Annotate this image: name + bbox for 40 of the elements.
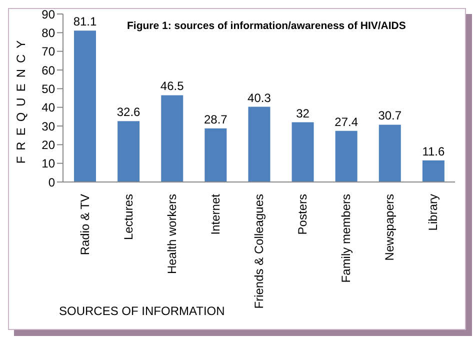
x-tick-label: Lectures: [121, 194, 136, 240]
x-tick-label: Friends & Colleagues: [252, 194, 266, 309]
data-label: 46.5: [160, 79, 184, 94]
x-tick-label: Internet: [208, 193, 222, 235]
bar: [161, 95, 184, 182]
x-tick-label: Radio & TV: [78, 194, 92, 256]
x-axis-title: SOURCES OF INFORMATION: [59, 304, 225, 318]
y-tick-label: 80: [42, 26, 56, 40]
y-tick-label: 90: [42, 7, 56, 22]
data-label: 30.7: [378, 108, 402, 123]
data-label: 32.6: [116, 105, 141, 120]
y-tick-label: 40: [42, 100, 56, 115]
bar: [74, 30, 96, 182]
bar: [248, 106, 270, 182]
x-tick-label: Library: [426, 194, 440, 231]
data-label: 28.7: [204, 112, 228, 126]
x-tick-label: Family members: [339, 194, 354, 283]
y-tick-label: 70: [42, 44, 56, 59]
y-tick-label: 30: [42, 119, 56, 134]
x-tick-label: Newspapers: [382, 194, 397, 261]
bar: [118, 121, 140, 182]
y-tick-label: 50: [42, 82, 56, 96]
text: Figure 1: sources of information/awareness of HIV/AIDS: [127, 20, 406, 32]
bar: [335, 130, 358, 182]
bar: [292, 122, 314, 182]
data-label: 27.4: [334, 114, 358, 129]
data-label: 40.3: [248, 90, 272, 105]
bar: [204, 128, 227, 182]
y-tick-label: 10: [42, 156, 56, 171]
data-label: 32: [296, 106, 310, 120]
y-tick-label: 20: [42, 138, 56, 152]
data-label: 11.6: [422, 144, 445, 158]
x-tick-label: Posters: [296, 194, 310, 235]
x-tick-label: Health workers: [164, 194, 179, 274]
y-tick-label: 0: [48, 175, 56, 190]
data-label: 81.1: [73, 14, 97, 29]
y-tick-label: 60: [42, 63, 56, 78]
bar: [422, 160, 444, 182]
bar: [378, 124, 401, 182]
y-axis-title: FREQUENCY: [14, 34, 28, 164]
